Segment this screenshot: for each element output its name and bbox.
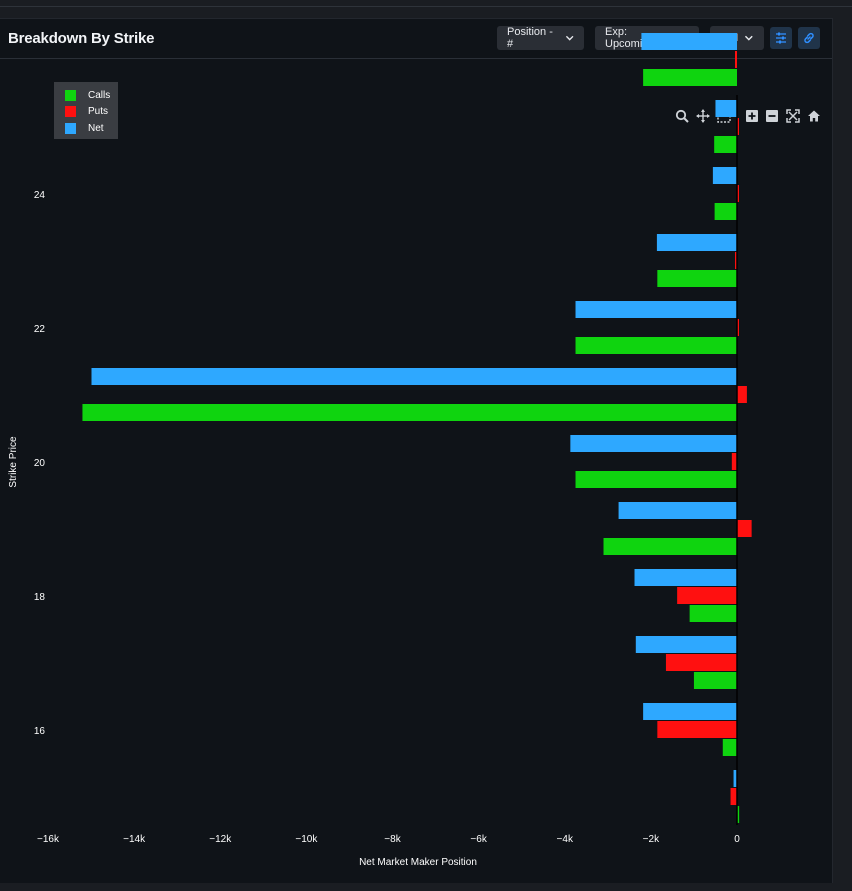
bar-puts-22[interactable] (735, 252, 737, 269)
bar-calls-21[interactable] (575, 337, 737, 354)
bar-puts-19[interactable] (731, 453, 737, 470)
bar-puts-16.5[interactable] (665, 654, 737, 671)
link-icon (804, 32, 814, 44)
zoom-out-icon[interactable] (765, 109, 779, 123)
legend-label-puts: Puts (88, 105, 109, 117)
x-tick-label: −4k (557, 834, 574, 845)
breakdown-panel: Breakdown By Strike Position - # Exp: Up… (0, 18, 833, 883)
bar-calls-18[interactable] (603, 538, 737, 555)
y-tick-label: 16 (34, 726, 46, 737)
bar-puts-17[interactable] (677, 587, 737, 604)
bar-net-17[interactable] (634, 569, 737, 586)
legend-item-puts[interactable]: Puts (65, 104, 108, 118)
legend-swatch-net (65, 122, 76, 134)
panel-title: Breakdown By Strike (8, 30, 155, 47)
bar-calls-25[interactable] (643, 69, 737, 86)
bar-puts-25[interactable] (735, 51, 737, 68)
zoom-icon[interactable] (675, 109, 689, 123)
x-tick-label: 0 (734, 834, 740, 845)
bar-calls-15[interactable] (737, 806, 740, 823)
position-dropdown-label: Position - # (507, 26, 553, 50)
x-tick-label: −6k (470, 834, 487, 845)
position-dropdown[interactable]: Position - # (497, 26, 584, 50)
x-tick-label: −2k (643, 834, 660, 845)
autoscale-icon[interactable] (786, 109, 800, 123)
legend-swatch-calls (65, 89, 76, 101)
bar-puts-24[interactable] (737, 118, 739, 135)
top-rule (0, 6, 852, 7)
bar-net-21[interactable] (575, 301, 737, 318)
x-tick-label: −16k (37, 834, 60, 845)
legend-swatch-puts (65, 105, 76, 117)
bar-net-23[interactable] (712, 167, 737, 184)
y-axis-title: Strike Price (8, 436, 19, 488)
zoom-in-icon[interactable] (745, 109, 759, 123)
bar-puts-18[interactable] (737, 520, 752, 537)
bar-puts-16[interactable] (657, 721, 737, 738)
y-tick-label: 22 (34, 324, 46, 335)
bar-calls-16.5[interactable] (693, 672, 737, 689)
legend-item-calls[interactable]: Calls (65, 88, 110, 102)
bar-net-16.5[interactable] (635, 636, 737, 653)
bar-puts-20[interactable] (737, 386, 747, 403)
bar-calls-16[interactable] (722, 739, 737, 756)
chevron-down-icon (565, 35, 574, 41)
x-tick-label: −12k (209, 834, 232, 845)
bar-puts-21[interactable] (737, 319, 739, 336)
bar-net-19[interactable] (570, 435, 737, 452)
chevron-down-icon (745, 35, 754, 41)
bar-puts-15[interactable] (730, 788, 737, 805)
x-axis-ticks: −16k −14k −12k −10k −8k −6k −4k −2k 0 (37, 834, 740, 845)
bar-calls-24[interactable] (714, 136, 737, 153)
y-tick-label: 20 (34, 458, 46, 469)
bar-net-25[interactable] (641, 33, 737, 50)
x-tick-label: −14k (123, 834, 146, 845)
home-icon[interactable] (807, 109, 821, 123)
bar-net-24[interactable] (715, 100, 737, 117)
bar-net-22[interactable] (656, 234, 737, 251)
bar-calls-17[interactable] (689, 605, 737, 622)
settings-button[interactable] (770, 27, 792, 49)
bar-calls-23[interactable] (714, 203, 737, 220)
bar-calls-20[interactable] (82, 404, 737, 421)
y-tick-label: 18 (34, 592, 46, 603)
bar-net-15[interactable] (733, 770, 737, 787)
y-tick-label: 24 (34, 190, 46, 201)
bar-net-18[interactable] (618, 502, 737, 519)
bar-calls-19[interactable] (575, 471, 737, 488)
sliders-icon (776, 32, 786, 44)
pan-icon[interactable] (696, 109, 710, 123)
legend-label-calls: Calls (88, 89, 111, 101)
bar-calls-22[interactable] (657, 270, 737, 287)
bar-net-16[interactable] (643, 703, 737, 720)
bars-layer (82, 33, 752, 823)
bar-puts-23[interactable] (737, 185, 739, 202)
bar-net-20[interactable] (91, 368, 738, 385)
x-tick-label: −8k (384, 834, 401, 845)
x-axis-title: Net Market Maker Position (359, 857, 477, 868)
x-tick-label: −10k (295, 834, 318, 845)
legend-item-net[interactable]: Net (65, 121, 104, 135)
link-button[interactable] (798, 27, 820, 49)
y-axis-ticks: 16 18 20 22 24 (34, 190, 46, 737)
legend-label-net: Net (88, 122, 104, 134)
chart-legend: Calls Puts Net (54, 82, 118, 139)
